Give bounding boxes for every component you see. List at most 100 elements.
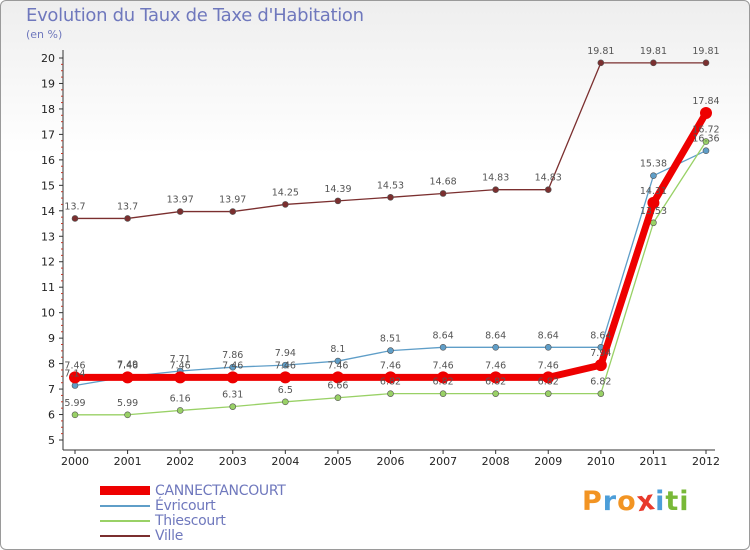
data-point	[597, 59, 605, 67]
data-label: 7.46	[433, 360, 454, 371]
data-label: 6.31	[222, 390, 243, 401]
x-tick-label: 2011	[639, 455, 667, 468]
y-tick-label: 20	[41, 52, 55, 65]
data-label: 6.82	[380, 377, 401, 388]
data-point	[71, 215, 79, 222]
data-label: 6.5	[278, 385, 293, 396]
y-tick-label: 7	[48, 383, 55, 396]
data-label: 13.53	[640, 206, 667, 217]
data-label: 13.97	[167, 195, 194, 206]
data-label: 8.64	[433, 330, 454, 341]
data-label: 6.66	[327, 381, 348, 392]
data-label: 6.16	[170, 393, 191, 404]
x-tick-label: 2003	[219, 455, 247, 468]
data-point	[124, 411, 131, 419]
data-label: 8.51	[380, 334, 401, 345]
data-label: 8.64	[538, 330, 559, 341]
data-label: 13.97	[219, 195, 246, 206]
data-point	[492, 344, 499, 351]
data-point	[702, 147, 710, 154]
data-label: 7.46	[275, 360, 296, 371]
data-label: 5.99	[117, 398, 138, 409]
data-point	[282, 201, 289, 208]
data-label: 13.7	[117, 201, 138, 212]
data-point	[544, 344, 552, 351]
logo-letter: i	[679, 486, 690, 517]
x-tick-label: 2000	[61, 455, 89, 468]
y-tick-label: 6	[48, 409, 55, 422]
data-label: 16.72	[692, 125, 719, 136]
series-ville	[71, 59, 710, 222]
data-label: 19.81	[640, 46, 667, 57]
y-tick-label: 11	[41, 281, 55, 294]
data-label: 14.31	[640, 186, 667, 197]
data-label: 7.71	[170, 354, 191, 365]
x-tick-label: 2008	[482, 455, 510, 468]
data-point	[439, 190, 447, 197]
data-label: 5.99	[64, 398, 85, 409]
data-label: 6.82	[433, 377, 454, 388]
data-point	[489, 371, 502, 384]
data-label: 7.46	[117, 360, 138, 371]
data-label: 7.46	[327, 360, 348, 371]
data-label: 7.14	[64, 369, 85, 380]
data-point	[174, 371, 187, 384]
data-label: 7.94	[275, 348, 296, 359]
data-point	[650, 59, 657, 67]
legend-swatch-evricourt	[100, 505, 150, 507]
data-point	[702, 59, 710, 67]
data-label: 19.81	[587, 46, 614, 57]
data-point	[594, 359, 607, 372]
data-point	[229, 208, 237, 215]
data-label: 7.46	[170, 360, 191, 371]
data-point	[597, 390, 605, 397]
data-point	[702, 138, 710, 145]
x-tick-label: 2002	[166, 455, 194, 468]
data-label: 7.86	[222, 350, 243, 361]
data-point	[71, 411, 79, 419]
y-tick-label: 19	[41, 77, 55, 90]
data-label: 17.84	[692, 96, 719, 107]
x-tick-label: 2004	[271, 455, 299, 468]
data-label: 7.46	[380, 360, 401, 371]
data-label: 14.83	[535, 173, 562, 184]
data-point	[492, 186, 499, 193]
legend-swatch-ville	[100, 535, 150, 537]
logo-letter: x	[634, 484, 658, 519]
data-label: 7.46	[64, 360, 85, 371]
data-point	[647, 196, 660, 209]
data-point	[544, 390, 552, 397]
legend-label-thiescourt: Thiescourt	[155, 513, 226, 529]
y-tick-label: 15	[41, 179, 55, 192]
data-point	[387, 194, 394, 201]
data-label: 14.39	[324, 184, 351, 195]
x-tick-label: 2012	[692, 455, 720, 468]
unit-label: (en %)	[26, 28, 63, 41]
data-point	[542, 371, 555, 384]
data-point	[71, 382, 79, 389]
logo-letter: P	[582, 486, 603, 517]
data-label: 7.46	[485, 360, 506, 371]
data-point	[387, 347, 394, 354]
x-tick-label: 2005	[324, 455, 352, 468]
logo-letter: i	[655, 486, 666, 517]
data-point	[282, 398, 289, 406]
logo-letter: t	[665, 486, 680, 517]
series-cannectancourt	[69, 107, 712, 384]
data-label: 14.68	[429, 176, 456, 187]
x-tick-label: 2009	[534, 455, 562, 468]
data-label: 8.1	[330, 344, 345, 355]
data-label: 6.82	[590, 377, 611, 388]
y-tick-label: 12	[41, 256, 55, 269]
data-label: 6.82	[485, 377, 506, 388]
legend-label-evricourt: Évricourt	[155, 498, 216, 514]
data-point	[387, 390, 394, 397]
legend-swatch-thiescourt	[100, 520, 150, 522]
data-label: 6.82	[538, 377, 559, 388]
data-label: 8.64	[485, 330, 506, 341]
data-point	[334, 394, 342, 402]
data-point	[176, 208, 184, 215]
y-tick-label: 13	[41, 230, 55, 243]
y-tick-label: 14	[41, 205, 55, 218]
